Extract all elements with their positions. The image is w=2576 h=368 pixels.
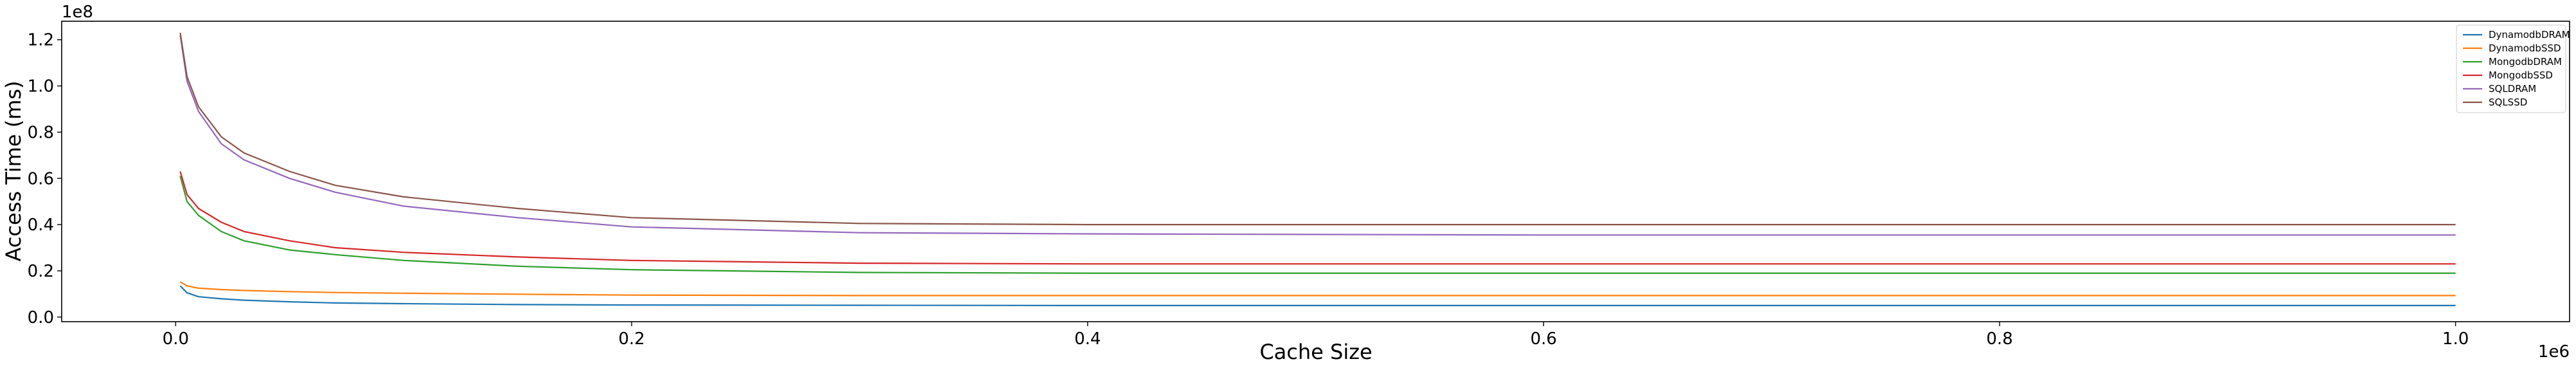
series-line-mongodbdram — [179, 176, 2456, 274]
legend-label: DynamodbSSD — [2489, 42, 2561, 54]
legend-label: DynamodbDRAM — [2489, 29, 2570, 41]
y-tick-label: 1.2 — [28, 31, 54, 50]
plot-area — [61, 21, 2570, 322]
y-tick-label: 0.0 — [28, 308, 54, 327]
legend-label: SQLDRAM — [2489, 83, 2536, 95]
x-axis-title: Cache Size — [1259, 340, 1372, 364]
series-line-dynamodbdram — [179, 285, 2456, 306]
legend-label: MongodbDRAM — [2489, 56, 2562, 68]
y-tick-label: 1.0 — [28, 77, 54, 97]
series-group — [179, 32, 2456, 306]
series-line-sqldram — [179, 35, 2456, 236]
y-tick-label: 0.2 — [28, 262, 54, 281]
y-tick-label: 0.4 — [28, 216, 54, 235]
x-tick-label: 0.6 — [1531, 329, 1557, 349]
series-line-dynamodbssd — [179, 281, 2456, 297]
legend-frame — [2456, 24, 2566, 113]
x-tick-label: 1.0 — [2442, 329, 2469, 349]
series-line-sqlssd — [179, 32, 2456, 226]
x-tick-label: 0.8 — [1986, 329, 2012, 349]
legend-label: MongodbSSD — [2489, 69, 2553, 81]
x-tick-label: 0.0 — [163, 329, 189, 349]
y-offset-label: 1e8 — [62, 3, 93, 22]
series-line-mongodbssd — [179, 171, 2456, 265]
x-tick-label: 0.4 — [1074, 329, 1101, 349]
x-offset-label: 1e6 — [2538, 342, 2570, 362]
y-tick-label: 0.8 — [28, 123, 54, 142]
tick-group: 0.0 0.2 0.4 0.6 0.8 1.0 0.0 0.2 0.4 0.6 0.8 1.0 1.2 — [28, 31, 2469, 349]
x-tick-label: 0.2 — [618, 329, 644, 349]
legend-label: SQLSSD — [2489, 97, 2527, 108]
y-axis-title: Access Time (ms) — [1, 80, 26, 261]
y-tick-label: 0.6 — [28, 169, 54, 189]
